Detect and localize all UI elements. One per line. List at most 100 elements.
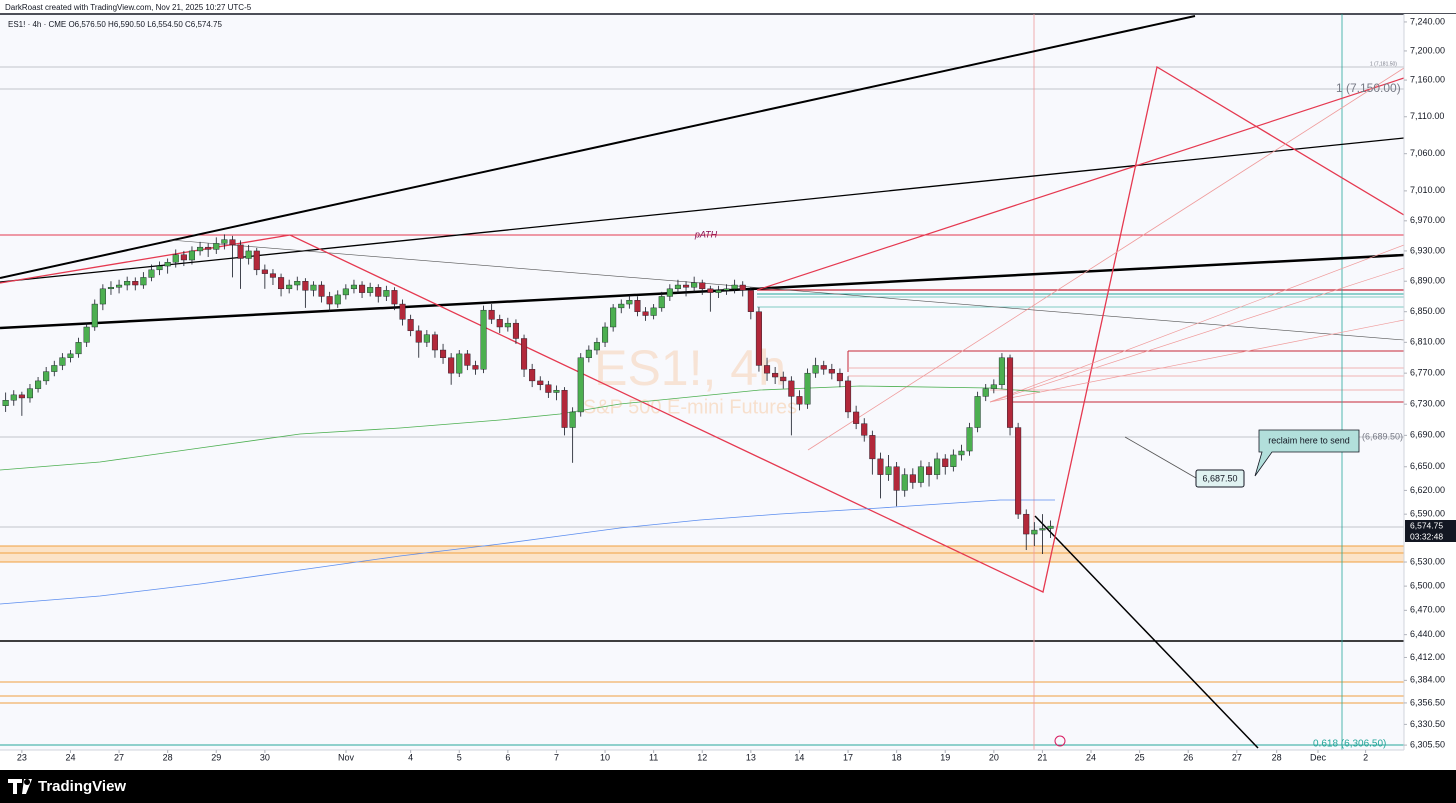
candle-body <box>780 376 787 382</box>
candle-body <box>804 372 811 405</box>
candle-body <box>269 273 276 278</box>
x-tick-label: 23 <box>17 752 27 762</box>
candle-body <box>504 322 511 328</box>
candle-body <box>310 284 317 291</box>
candle-body <box>67 353 74 358</box>
y-tick-label: 6,356.50 <box>1410 697 1445 707</box>
x-tick-label: 12 <box>697 752 707 762</box>
candle-body <box>245 250 252 259</box>
candle-body <box>124 281 131 286</box>
y-tick-label: 7,240.00 <box>1410 16 1445 26</box>
candle-body <box>43 371 50 382</box>
y-tick-label: 6,970.00 <box>1410 215 1445 225</box>
candle-body <box>480 309 487 370</box>
candle-body <box>529 369 536 382</box>
candle-body <box>286 284 293 290</box>
candle-body <box>521 338 528 370</box>
connector <box>1124 436 1197 479</box>
candle-body <box>650 307 657 316</box>
candle-body <box>326 296 333 305</box>
y-tick-label: 6,530.00 <box>1410 556 1445 566</box>
candle-body <box>885 466 892 475</box>
candle-body <box>261 269 268 274</box>
candle-body <box>512 322 519 339</box>
zone <box>0 546 1404 562</box>
candle-body <box>99 288 106 305</box>
candle-body <box>820 365 827 370</box>
watermark-symbol: ES1!, 4h <box>594 340 786 396</box>
y-tick-label: 7,060.00 <box>1410 148 1445 158</box>
candle-body <box>982 388 989 397</box>
candle-body <box>585 349 592 358</box>
x-tick-label: 27 <box>114 752 124 762</box>
last-price: 6,574.75 <box>1410 520 1443 530</box>
note-text: 6,687.50 <box>1202 473 1237 483</box>
x-tick-label: 19 <box>940 752 950 762</box>
trendline <box>1034 515 1259 749</box>
candle-body <box>334 294 341 305</box>
moving-average <box>0 385 1041 471</box>
candle-body <box>83 326 90 343</box>
moving-average <box>0 499 1055 605</box>
candle-body <box>415 330 422 343</box>
candle-body <box>772 372 779 378</box>
y-tick-label: 7,010.00 <box>1410 185 1445 195</box>
candle-body <box>836 372 843 382</box>
candle-body <box>828 369 835 374</box>
y-tick-label: 6,730.00 <box>1410 399 1445 409</box>
y-tick-label: 6,690.00 <box>1410 430 1445 440</box>
x-tick-label: 14 <box>794 752 804 762</box>
candle-body <box>1023 513 1030 535</box>
candle-body <box>553 389 560 393</box>
candle-body <box>634 300 641 312</box>
x-tick-label: 25 <box>1135 752 1145 762</box>
candle-body <box>764 365 771 374</box>
candle-body <box>1039 528 1046 531</box>
y-tick-label: 6,770.00 <box>1410 368 1445 378</box>
candle-body <box>156 265 163 271</box>
y-tick-label: 6,412.00 <box>1410 652 1445 662</box>
footer <box>0 770 1456 803</box>
trendline <box>0 15 1196 279</box>
x-tick-label: 26 <box>1183 752 1193 762</box>
candle-body <box>188 250 195 261</box>
candle-body <box>2 400 9 406</box>
fib-label: 0.618 (6,306.50) <box>1313 739 1386 750</box>
candle-body <box>593 342 600 351</box>
candle-body <box>747 290 754 312</box>
y-tick-label: 6,890.00 <box>1410 276 1445 286</box>
x-tick-label: 17 <box>843 752 853 762</box>
y-tick-label: 6,930.00 <box>1410 245 1445 255</box>
candle-body <box>974 396 981 428</box>
candle-body <box>26 388 34 399</box>
candle-body <box>577 357 584 413</box>
candle-body <box>213 243 220 250</box>
candle-body <box>278 277 285 290</box>
trendline <box>989 244 1405 403</box>
y-tick-label: 7,110.00 <box>1410 111 1444 121</box>
candle-body <box>35 380 42 389</box>
x-tick-label: 28 <box>1272 752 1282 762</box>
trendline <box>989 267 1405 403</box>
candle-body <box>561 389 568 428</box>
candle-body <box>294 281 301 286</box>
trendline <box>756 77 1405 291</box>
brand: TradingView <box>38 778 126 795</box>
trendline <box>0 137 1405 283</box>
candle-body <box>472 365 479 370</box>
x-tick-label: 7 <box>554 752 559 762</box>
candle-body <box>1031 529 1038 535</box>
x-tick-label: Nov <box>338 752 355 762</box>
watermark-name: S&P 500 E-mini Futures <box>583 396 797 418</box>
candle-body <box>755 311 762 366</box>
candle-body <box>901 474 908 491</box>
candle-body <box>545 384 552 393</box>
candle-body <box>642 311 649 316</box>
candle-body <box>998 357 1005 385</box>
fib-label: 1 (7,181.50) <box>1370 61 1397 67</box>
candle-body <box>699 282 706 290</box>
y-tick-label: 6,384.00 <box>1410 675 1445 685</box>
candle-body <box>359 284 366 293</box>
